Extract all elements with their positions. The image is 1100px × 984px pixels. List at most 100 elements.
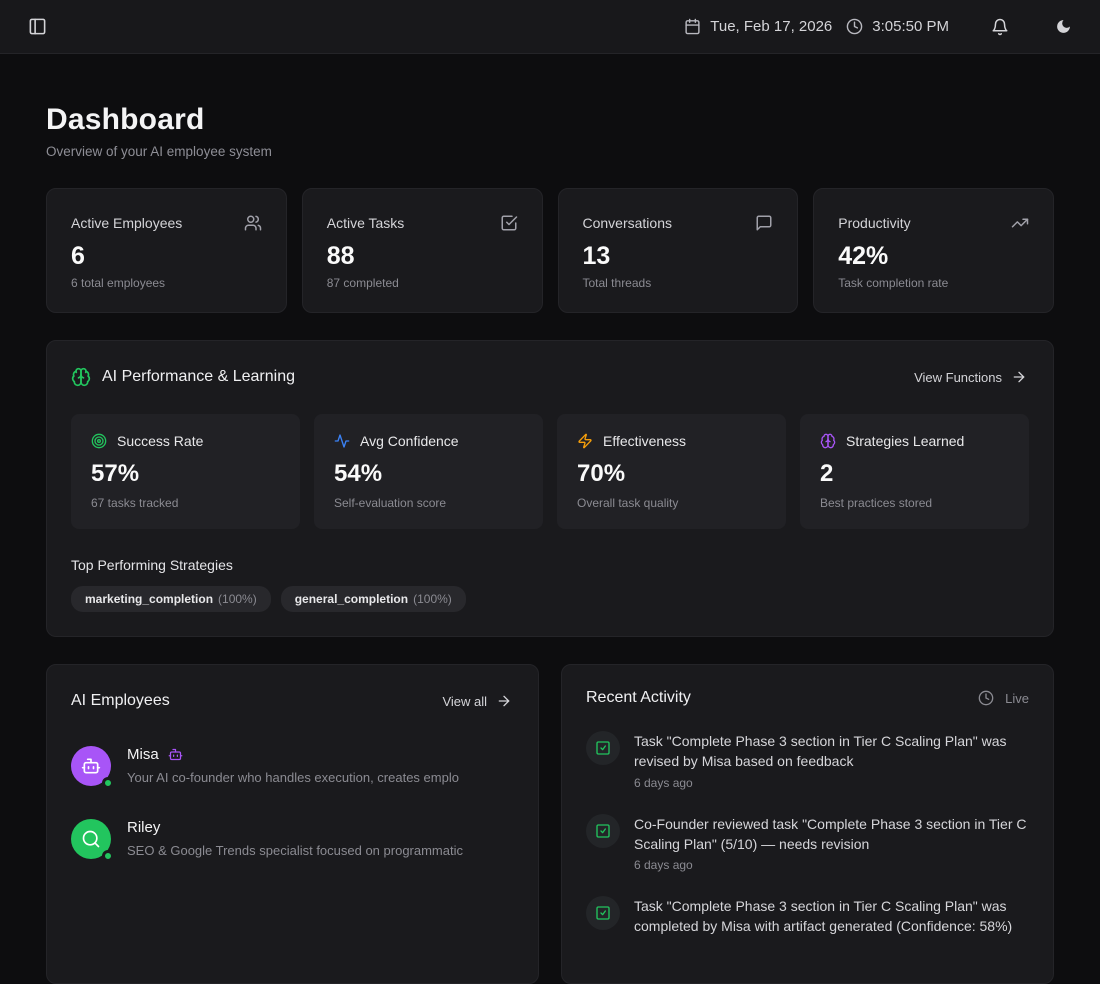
employee-row-misa[interactable]: Misa Your AI co-founder who handles exec… [71, 746, 514, 789]
activity-time: 6 days ago [634, 858, 693, 873]
date-text: Tue, Feb 17, 2026 [710, 18, 833, 35]
clock-icon [978, 690, 994, 706]
employees-title: AI Employees [71, 692, 170, 709]
activity-title: Recent Activity [586, 689, 691, 706]
employee-name: Riley [127, 819, 161, 836]
moon-icon [1055, 18, 1072, 35]
check-square-icon [586, 896, 620, 931]
metric-value: 54% [334, 460, 383, 487]
target-icon [91, 433, 107, 449]
status-dot [102, 777, 114, 789]
activity-icon [334, 433, 350, 449]
avatar [71, 746, 114, 789]
bell-icon [991, 18, 1009, 36]
stat-card-productivity: Productivity 42% Task completion rate [813, 188, 1054, 313]
bot-icon [81, 756, 101, 776]
topbar: Tue, Feb 17, 2026 3:05:50 PM [0, 0, 1100, 54]
stat-card-active-employees: Active Employees 6 6 total employees [46, 188, 287, 313]
search-icon [81, 829, 101, 849]
check-square-icon [500, 214, 518, 232]
stat-value: 6 [71, 242, 85, 270]
stat-value: 13 [582, 242, 611, 270]
stat-label: Productivity [838, 215, 911, 231]
view-functions-label: View Functions [914, 369, 1002, 385]
activity-text: Task "Complete Phase 3 section in Tier C… [634, 733, 1007, 770]
time-display: 3:05:50 PM [846, 18, 949, 35]
metric-value: 57% [91, 460, 140, 487]
users-icon [244, 214, 262, 232]
stat-value: 42% [838, 242, 889, 270]
metrics-grid: Success Rate 57% 67 tasks tracked Avg Co… [71, 414, 1029, 529]
metric-card-success-rate: Success Rate 57% 67 tasks tracked [71, 414, 300, 529]
metric-sub: Self-evaluation score [334, 496, 447, 510]
check-square-icon [586, 731, 620, 765]
time-text: 3:05:50 PM [872, 18, 949, 35]
message-square-icon [755, 214, 773, 232]
strategy-chip: general_completion (100%) [280, 586, 466, 612]
metric-label: Strategies Learned [846, 433, 965, 449]
metric-sub: 67 tasks tracked [91, 496, 179, 510]
live-label: Live [1005, 690, 1029, 706]
stat-sub: 87 completed [326, 276, 399, 290]
metric-sub: Best practices stored [820, 496, 933, 510]
metric-label: Effectiveness [603, 433, 687, 449]
stat-sub: Task completion rate [838, 276, 949, 290]
strategy-pct: (100%) [413, 592, 452, 606]
theme-toggle-button[interactable] [1051, 14, 1076, 39]
metric-value: 2 [820, 460, 834, 487]
strategy-chips: marketing_completion (100%) general_comp… [71, 586, 1029, 612]
bot-badge-icon [168, 747, 183, 762]
stat-sub: 6 total employees [71, 276, 166, 290]
strategy-pct: (100%) [218, 592, 257, 606]
activity-text: Task "Complete Phase 3 section in Tier C… [634, 898, 1013, 935]
metric-card-avg-confidence: Avg Confidence 54% Self-evaluation score [314, 414, 543, 529]
stat-label: Active Employees [71, 215, 183, 231]
arrow-right-icon [1011, 369, 1027, 385]
notifications-button[interactable] [987, 14, 1013, 40]
stat-card-conversations: Conversations 13 Total threads [557, 188, 799, 313]
employee-description: Your AI co-founder who handles execution… [127, 770, 459, 785]
strategy-chip: marketing_completion (100%) [71, 586, 271, 612]
stat-label: Active Tasks [326, 215, 405, 231]
activity-item: Task "Complete Phase 3 section in Tier C… [586, 896, 1029, 941]
activity-card: Recent Activity Live Task "Complete Phas… [561, 664, 1054, 984]
strategy-name: marketing_completion [85, 592, 214, 606]
check-square-icon [586, 813, 620, 848]
activity-item: Task "Complete Phase 3 section in Tier C… [586, 731, 1029, 790]
strategies-title: Top Performing Strategies [71, 557, 233, 573]
metric-label: Avg Confidence [360, 433, 459, 449]
status-dot [102, 850, 114, 862]
metric-sub: Overall task quality [577, 496, 679, 510]
metric-card-effectiveness: Effectiveness 70% Overall task quality [557, 414, 786, 529]
date-display: Tue, Feb 17, 2026 [684, 18, 832, 35]
activity-text: Co-Founder reviewed task "Complete Phase… [634, 815, 1027, 852]
metric-value: 70% [577, 460, 626, 487]
employee-name: Misa [127, 746, 159, 763]
trending-up-icon [1011, 214, 1029, 232]
bottom-grid: AI Employees View all Misa [46, 664, 1054, 984]
performance-title: AI Performance & Learning [102, 368, 295, 385]
employee-description: SEO & Google Trends specialist focused o… [127, 843, 463, 858]
zap-icon [577, 433, 593, 449]
brain-icon [820, 433, 836, 449]
view-functions-button[interactable]: View Functions [912, 365, 1029, 389]
view-all-label: View all [442, 693, 487, 709]
performance-card: AI Performance & Learning View Functions… [46, 340, 1054, 637]
stat-value: 88 [326, 242, 355, 270]
activity-item: Co-Founder reviewed task "Complete Phase… [586, 813, 1029, 873]
brain-icon [71, 367, 91, 387]
employee-row-riley[interactable]: Riley SEO & Google Trends specialist foc… [71, 819, 514, 862]
calendar-icon [684, 18, 701, 35]
metric-card-strategies-learned: Strategies Learned 2 Best practices stor… [800, 414, 1029, 529]
employees-card: AI Employees View all Misa [46, 664, 539, 984]
stat-sub: Total threads [582, 276, 652, 290]
dashboard-page: Dashboard Overview of your AI employee s… [0, 54, 1100, 984]
metric-label: Success Rate [117, 433, 204, 449]
activity-time: 6 days ago [634, 775, 693, 790]
page-subtitle: Overview of your AI employee system [46, 144, 272, 159]
view-all-button[interactable]: View all [440, 689, 514, 713]
sidebar-toggle-button[interactable] [24, 13, 51, 40]
clock-icon [846, 18, 863, 35]
stats-grid: Active Employees 6 6 total employees Act… [46, 188, 1054, 313]
avatar [71, 819, 114, 862]
